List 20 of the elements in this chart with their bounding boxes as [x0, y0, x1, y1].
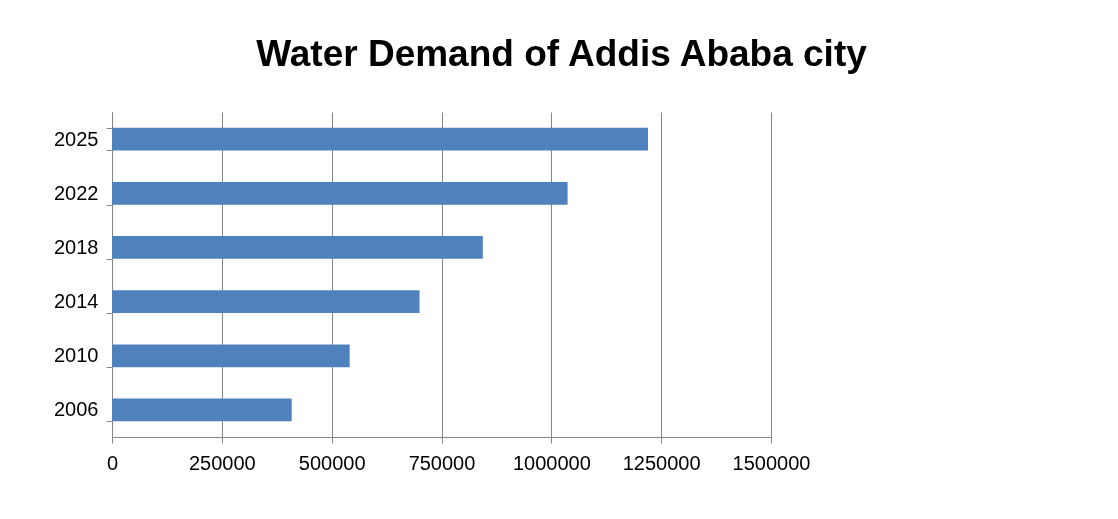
bar — [112, 290, 420, 313]
x-tick-label: 1500000 — [732, 451, 811, 474]
bar — [112, 344, 350, 368]
y-tick-label: 2025 — [54, 127, 99, 150]
x-tick-label: 0 — [106, 451, 119, 474]
y-tick-label: 2006 — [54, 398, 99, 421]
y-tick-label: 2018 — [54, 235, 99, 258]
x-tick-label: 1000000 — [512, 451, 591, 474]
x-tick-label: 750000 — [408, 451, 476, 474]
x-tick-label: 1250000 — [622, 451, 701, 474]
y-tick-label: 2014 — [54, 290, 99, 313]
bar — [112, 236, 483, 259]
y-tick-label: 2022 — [54, 181, 99, 204]
chart-title: Water Demand of Addis Ababa city — [256, 33, 868, 74]
y-tick-label: 2010 — [54, 344, 99, 367]
bar — [112, 398, 292, 422]
x-tick-label: 250000 — [188, 451, 256, 474]
bar — [112, 181, 568, 205]
bar — [112, 127, 648, 151]
x-tick-label: 500000 — [298, 451, 366, 474]
